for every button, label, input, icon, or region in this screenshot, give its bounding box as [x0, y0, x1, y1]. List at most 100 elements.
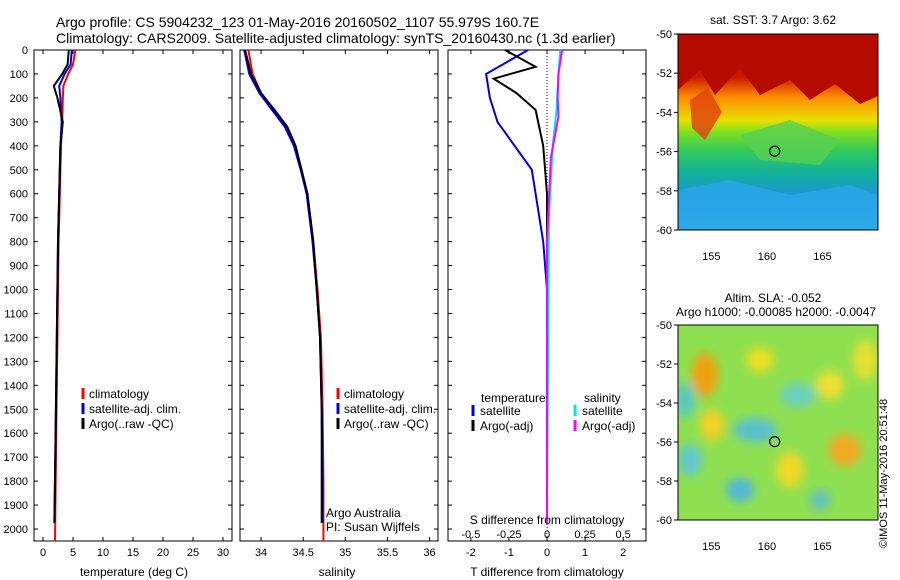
- temperature-xlabel: temperature (deg C): [80, 565, 188, 579]
- salinity-legend-title: salinity: [584, 391, 621, 405]
- legend-entry: satellite-adj. clim.: [89, 402, 181, 416]
- s-tick-label: -0.25: [496, 529, 521, 541]
- y-tick-label: 1600: [4, 428, 28, 440]
- y-tick-label: 600: [10, 189, 28, 201]
- x-tick-label: 35: [339, 547, 351, 559]
- lon-tick-label: 160: [758, 541, 776, 553]
- y-tick-label: 300: [10, 117, 28, 129]
- y-tick-label: 200: [10, 93, 28, 105]
- x-tick-label: 10: [97, 547, 109, 559]
- y-tick-label: 1900: [4, 500, 28, 512]
- sla-map-subtitle: Argo h1000: -0.00085 h2000: -0.0047: [676, 305, 876, 319]
- sst-map: [678, 34, 878, 230]
- y-tick-label: 1200: [4, 332, 28, 344]
- temperature-legend-title: temperature: [481, 391, 546, 405]
- imos-timestamp: ©IMOS 11-May-2016 20:51:48: [878, 398, 890, 548]
- lat-tick-label: -60: [656, 515, 672, 527]
- x-tick-label: 5: [70, 547, 76, 559]
- x-tick-label: 0: [544, 547, 550, 559]
- s-tick-label: -0.5: [461, 529, 480, 541]
- lat-tick-label: -52: [656, 359, 672, 371]
- legend-entry: climatology: [344, 387, 404, 401]
- x-tick-label: 15: [127, 547, 139, 559]
- lon-tick-label: 155: [702, 251, 720, 263]
- s-difference-label: S difference from climatology: [470, 513, 625, 527]
- y-tick-label: 2000: [4, 524, 28, 536]
- legend-entry: Argo(-adj): [582, 419, 635, 433]
- sla-map-axes: -50 -52 -54 -56 -58 -60 155 160 165: [656, 320, 832, 553]
- y-tick-label: 1500: [4, 404, 28, 416]
- x-tick-label: -2: [466, 547, 476, 559]
- series-line-argo-raw-qc-: [52, 49, 70, 524]
- lat-tick-label: -58: [656, 186, 672, 198]
- lon-tick-label: 165: [813, 541, 831, 553]
- x-tick-label: 30: [217, 547, 229, 559]
- sst-argo-location-marker: [769, 145, 781, 157]
- y-tick-label: 1700: [4, 452, 28, 464]
- pi-annotation: PI: Susan Wijffels: [326, 520, 420, 534]
- y-tick-label: 1400: [4, 380, 28, 392]
- legend-entry: Argo(..raw -QC): [344, 417, 429, 431]
- sla-map-frame: [677, 324, 879, 521]
- x-tick-label: 20: [157, 547, 169, 559]
- lat-tick-label: -56: [656, 437, 672, 449]
- s-tick-label: 0: [544, 529, 550, 541]
- lat-tick-label: -50: [656, 320, 672, 332]
- y-tick-label: 100: [10, 69, 28, 81]
- y-tick-label: 900: [10, 261, 28, 273]
- sst-map-frame: [677, 33, 879, 231]
- profile-title: Argo profile: CS 5904232_123 01-May-2016…: [56, 14, 540, 30]
- series-line-t-argo-adj-: [491, 49, 548, 523]
- sst-map-axes: -50 -52 -54 -56 -58 -60 155 160 165: [656, 29, 832, 263]
- t-difference-label: T difference from climatology: [470, 565, 624, 579]
- x-tick-label: 0: [40, 547, 46, 559]
- y-tick-label: 1800: [4, 476, 28, 488]
- y-tick-label: 700: [10, 213, 28, 225]
- legend-entry: satellite-adj. clim.: [344, 402, 436, 416]
- legend-entry: climatology: [89, 387, 149, 401]
- x-tick-label: 2: [620, 547, 626, 559]
- salinity-xlabel: salinity: [319, 565, 356, 579]
- sst-front-region: [740, 120, 840, 165]
- y-tick-label: 1000: [4, 285, 28, 297]
- y-tick-label: 1100: [4, 308, 28, 320]
- sla-map-title: Altim. SLA: -0.052: [725, 291, 822, 305]
- climatology-title: Climatology: CARS2009. Satellite-adjuste…: [56, 30, 616, 46]
- x-tick-label: 35.5: [377, 547, 398, 559]
- lat-tick-label: -54: [656, 398, 672, 410]
- s-tick-label: 0.25: [574, 529, 595, 541]
- lat-tick-label: -52: [656, 68, 672, 80]
- lat-tick-label: -54: [656, 107, 672, 119]
- y-tick-label: 400: [10, 141, 28, 153]
- difference-plot: -2 -1 0 1 2-0.5 -0.25 0 0.25 0.5satelliteArgo(-a…: [448, 49, 646, 559]
- salinity-plot-area: [239, 49, 439, 542]
- lat-tick-label: -56: [656, 147, 672, 159]
- x-tick-label: 1: [582, 547, 588, 559]
- sst-cold-region: [678, 180, 878, 230]
- series-line-argo-raw-qc-: [244, 49, 323, 523]
- x-tick-label: 34.5: [292, 547, 313, 559]
- y-tick-label: 800: [10, 237, 28, 249]
- lon-tick-label: 160: [758, 251, 776, 263]
- temperature-plot-area: [33, 49, 233, 542]
- sst-warm-eddy: [690, 88, 722, 140]
- legend-entry: satellite: [582, 404, 623, 418]
- y-tick-label: 1300: [4, 356, 28, 368]
- institution-annotation: Argo Australia: [326, 506, 401, 520]
- series-line-s-argo-adj-: [546, 49, 564, 523]
- sla-argo-location-marker: [769, 435, 781, 448]
- x-tick-label: -1: [504, 547, 514, 559]
- s-tick-label: 0.5: [616, 529, 631, 541]
- x-tick-label: 25: [187, 547, 199, 559]
- y-tick-label: 0: [22, 45, 28, 57]
- x-tick-label: 36: [423, 547, 435, 559]
- legend-entry: Argo(..raw -QC): [89, 417, 174, 431]
- y-tick-label: 500: [10, 165, 28, 177]
- legend-entry: Argo(-adj): [480, 419, 533, 433]
- legend-entry: satellite: [480, 404, 521, 418]
- sst-warm-region: [678, 34, 878, 104]
- lat-tick-label: -50: [656, 29, 672, 41]
- x-tick-label: 34: [255, 547, 267, 559]
- sla-map: [678, 325, 878, 520]
